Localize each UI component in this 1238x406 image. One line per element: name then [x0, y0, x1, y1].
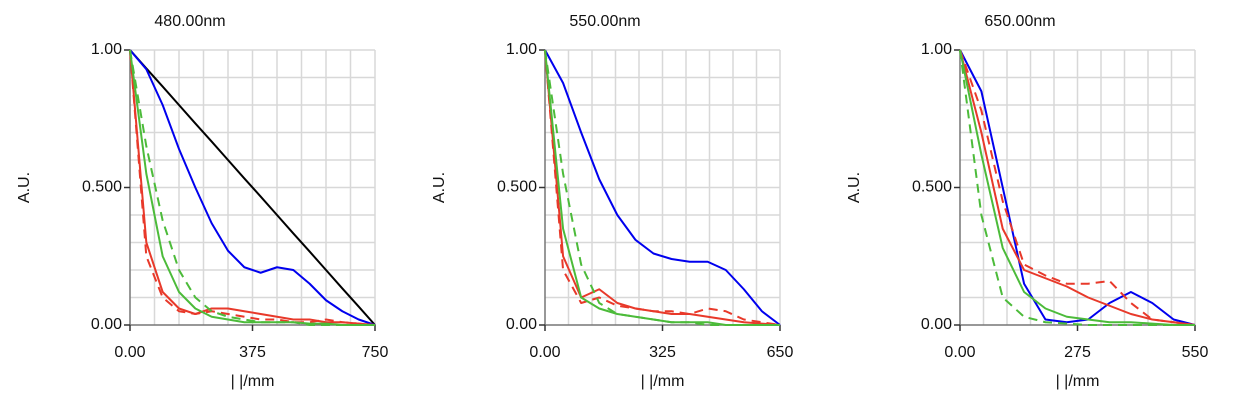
x-axis-label: | |/mm	[231, 373, 275, 390]
y-tick-label: 0.00	[91, 316, 122, 333]
y-tick-label: 0.500	[82, 179, 122, 196]
series-line	[129, 49, 376, 326]
x-tick-label: 0.00	[114, 344, 145, 361]
x-tick-label: 375	[239, 344, 266, 361]
series-line	[544, 49, 781, 326]
y-tick-label: 0.500	[912, 179, 952, 196]
series-line	[129, 49, 375, 326]
chart-title: 650.00nm	[984, 13, 1055, 30]
y-axis-label: A.U.	[16, 172, 33, 203]
y-axis-label: A.U.	[846, 172, 863, 203]
y-tick-label: 1.00	[506, 41, 537, 58]
series-line	[129, 49, 376, 326]
x-tick-label: 550	[1182, 344, 1209, 361]
series-line	[959, 49, 1195, 326]
x-tick-label: 325	[649, 344, 676, 361]
y-tick-label: 0.500	[497, 179, 537, 196]
x-tick-label: 275	[1064, 344, 1091, 361]
chart-title: 480.00nm	[154, 13, 225, 30]
y-axis-label: A.U.	[431, 172, 448, 203]
x-tick-label: 0.00	[529, 344, 560, 361]
x-axis-label: | |/mm	[641, 373, 685, 390]
y-tick-label: 1.00	[91, 41, 122, 58]
series-line	[959, 49, 1196, 326]
series-line	[129, 49, 376, 326]
x-tick-label: 650	[767, 344, 794, 361]
y-tick-label: 0.00	[506, 316, 537, 333]
y-tick-label: 0.00	[921, 316, 952, 333]
x-tick-label: 0.00	[944, 344, 975, 361]
series-line	[959, 49, 1195, 326]
x-tick-label: 750	[362, 344, 389, 361]
series-line	[544, 49, 781, 326]
y-tick-label: 1.00	[921, 41, 952, 58]
series-line	[129, 49, 375, 326]
series-line	[129, 49, 376, 326]
series-line	[959, 49, 1196, 326]
series-line	[544, 49, 780, 326]
series-line	[544, 49, 781, 326]
x-axis-label: | |/mm	[1056, 373, 1100, 390]
chart-title: 550.00nm	[569, 13, 640, 30]
